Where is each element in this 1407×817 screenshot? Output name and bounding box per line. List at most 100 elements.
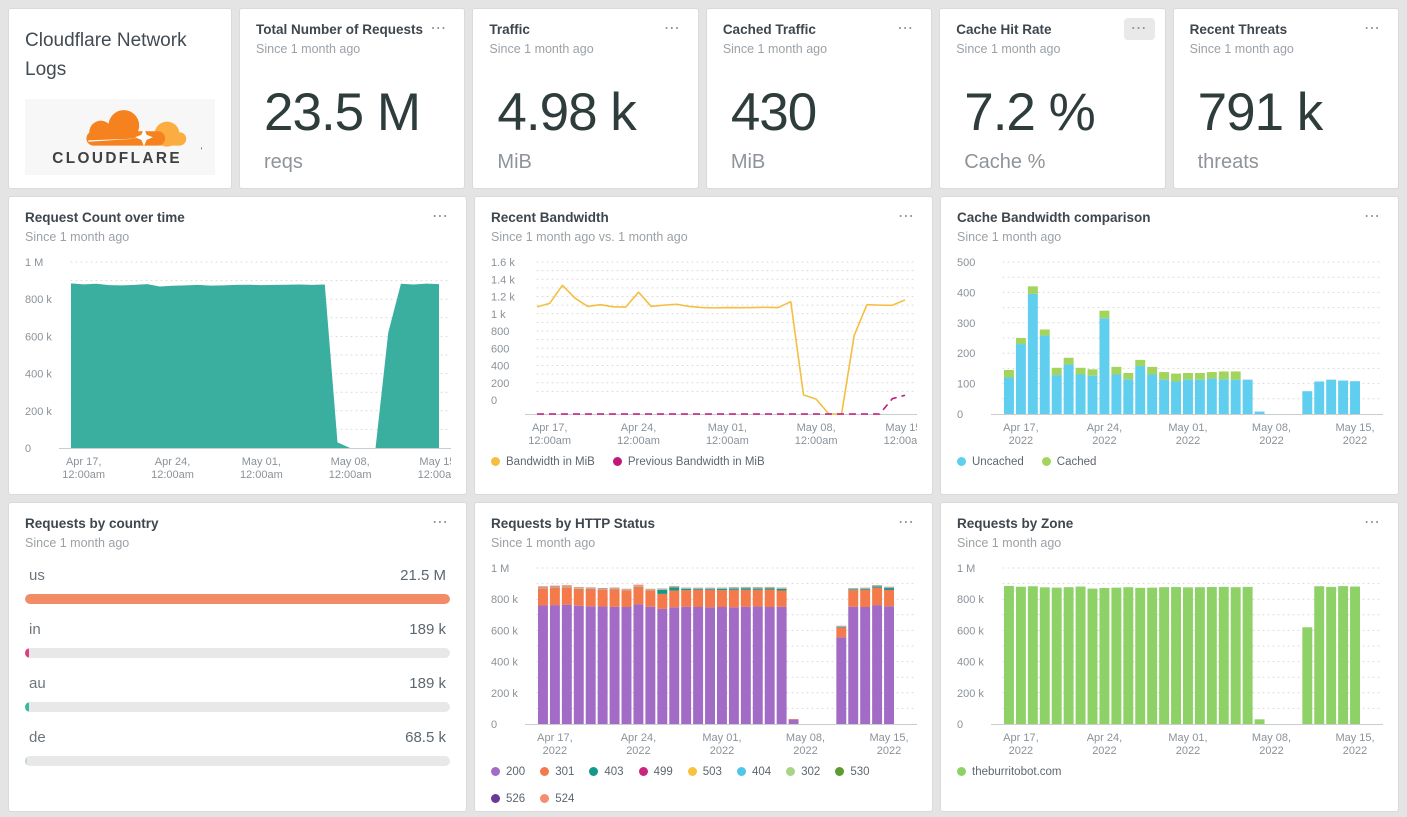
panel-title: Cache Bandwidth comparison bbox=[957, 209, 1151, 225]
svg-text:200 k: 200 k bbox=[491, 688, 518, 700]
legend-dot bbox=[638, 767, 648, 777]
panel-title: Request Count over time bbox=[25, 209, 185, 225]
svg-text:1.2 k: 1.2 k bbox=[491, 291, 515, 303]
logo-wordmark: CLOUDFLARE bbox=[52, 150, 182, 167]
svg-text:1 M: 1 M bbox=[25, 257, 43, 269]
cache-bandwidth-bar-chart: 0 100 200 300 400 500 Apr 17, 2022 Apr 24, 2022 Ma… bbox=[957, 257, 1383, 447]
legend-item[interactable]: Bandwidth in MiB bbox=[491, 456, 595, 468]
legend-item[interactable]: 301 bbox=[540, 766, 574, 778]
legend-item[interactable]: 530 bbox=[835, 766, 870, 778]
country-bar-fill bbox=[25, 701, 29, 712]
svg-text:1 k: 1 k bbox=[491, 309, 506, 321]
svg-text:800 k: 800 k bbox=[491, 594, 518, 606]
legend-dot bbox=[491, 794, 500, 804]
dashboard-title: Cloudflare Network Logs bbox=[25, 30, 187, 81]
panel-title: Cache Hit Rate bbox=[956, 22, 1052, 37]
svg-text:Apr 17,2022: Apr 17, 2022 bbox=[537, 732, 572, 757]
svg-text:200 k: 200 k bbox=[957, 688, 984, 700]
legend-item[interactable]: 526 bbox=[491, 793, 525, 805]
country-label: de bbox=[29, 728, 46, 746]
legend-label: Uncached bbox=[972, 455, 1024, 468]
legend-label: 526 bbox=[506, 792, 526, 805]
svg-text:May 15,12:00am: May 15,12:00am bbox=[418, 456, 451, 481]
legend-item[interactable]: Previous Bandwidth in MiB bbox=[612, 456, 765, 468]
panel-menu-button[interactable]: ⋯ bbox=[898, 513, 915, 531]
stat-unit: reqs bbox=[264, 150, 303, 173]
panel-subtitle: Since 1 month ago bbox=[722, 41, 828, 56]
country-bar-track bbox=[25, 647, 450, 658]
svg-text:200: 200 bbox=[491, 378, 509, 390]
request-count-area-chart: 0 200 k 400 k 600 k 800 k 1 M Apr 17, 12:00am Ap… bbox=[25, 257, 451, 481]
svg-text:600 k: 600 k bbox=[957, 625, 984, 637]
svg-text:600: 600 bbox=[491, 343, 509, 355]
panel-menu-button[interactable]: ⋯ bbox=[897, 20, 915, 37]
stat-value: 4.98 k bbox=[497, 82, 636, 142]
legend-dot bbox=[957, 457, 966, 467]
panel-title: Recent Threats bbox=[1189, 22, 1288, 37]
legend-dot bbox=[540, 767, 550, 777]
country-row-us: us 21.5 M bbox=[25, 567, 450, 604]
svg-text:400: 400 bbox=[957, 287, 975, 299]
panel-menu-button[interactable]: ⋯ bbox=[1123, 18, 1155, 40]
legend-item[interactable]: Uncached bbox=[957, 456, 1024, 468]
country-bar-fill bbox=[25, 593, 450, 604]
panel-cache-hit-rate: Cache Hit Rate Since 1 month ago ⋯ 7.2 %… bbox=[939, 8, 1166, 189]
legend-dot bbox=[491, 767, 500, 777]
legend-label: 404 bbox=[751, 765, 772, 778]
legend-item[interactable]: Cached bbox=[1041, 456, 1096, 468]
panel-menu-button[interactable]: ⋯ bbox=[1364, 207, 1381, 225]
legend-label: 302 bbox=[801, 765, 821, 778]
logo-mark: ' bbox=[201, 145, 203, 155]
svg-text:0: 0 bbox=[957, 719, 963, 731]
stat-unit: MiB bbox=[497, 150, 532, 173]
legend-item[interactable]: 499 bbox=[638, 765, 673, 778]
panel-recent-bandwidth: Recent Bandwidth Since 1 month ago vs. 1… bbox=[474, 195, 933, 495]
legend-item[interactable]: 404 bbox=[736, 765, 772, 778]
legend-label: 499 bbox=[653, 765, 673, 778]
country-label: au bbox=[29, 674, 46, 692]
legend-item[interactable]: 524 bbox=[540, 793, 574, 805]
svg-text:Apr 24,12:00am: Apr 24, 12:00am bbox=[617, 422, 660, 447]
panel-menu-button[interactable]: ⋯ bbox=[430, 20, 448, 37]
legend-dot bbox=[491, 457, 500, 467]
svg-text:1.4 k: 1.4 k bbox=[491, 274, 515, 286]
svg-text:Apr 24,12:00am: Apr 24, 12:00am bbox=[151, 456, 194, 481]
stat-value: 430 bbox=[730, 82, 817, 142]
svg-text:May 01,2022: May 01, 2022 bbox=[702, 732, 741, 757]
legend-item[interactable]: theburritobot.com bbox=[957, 766, 1062, 778]
panel-menu-button[interactable]: ⋯ bbox=[1364, 513, 1381, 531]
legend-dot bbox=[1041, 457, 1051, 467]
legend-label: 200 bbox=[506, 765, 526, 778]
panel-menu-button[interactable]: ⋯ bbox=[663, 20, 681, 37]
country-label: in bbox=[29, 620, 41, 638]
panel-subtitle: Since 1 month ago bbox=[491, 535, 596, 550]
svg-text:Apr 17,12:00am: Apr 17, 12:00am bbox=[528, 422, 571, 447]
panel-menu-button[interactable]: ⋯ bbox=[1364, 20, 1382, 37]
legend-item[interactable]: 200 bbox=[491, 766, 525, 778]
panel-menu-button[interactable]: ⋯ bbox=[898, 207, 915, 225]
legend-label: theburritobot.com bbox=[972, 765, 1062, 778]
zone-legend: theburritobot.com bbox=[957, 766, 1382, 778]
panel-subtitle: Since 1 month ago vs. 1 month ago bbox=[491, 229, 688, 244]
panel-total-requests: Total Number of Requests Since 1 month a… bbox=[239, 8, 466, 189]
panel-menu-button[interactable]: ⋯ bbox=[432, 513, 449, 531]
svg-text:May 08,2022: May 08, 2022 bbox=[1252, 422, 1291, 447]
svg-text:400 k: 400 k bbox=[25, 368, 52, 380]
svg-text:800 k: 800 k bbox=[957, 594, 984, 606]
cloudflare-logo: CLOUDFLARE ' bbox=[25, 98, 215, 175]
svg-text:May 01,12:00am: May 01, 12:00am bbox=[240, 456, 283, 481]
panel-menu-button[interactable]: ⋯ bbox=[432, 207, 449, 225]
recent-bandwidth-line-chart: 0 200 400 600 800 1 k 1.2 k 1.4 k 1.6 k Apr 17, 12… bbox=[491, 257, 917, 447]
country-bar-fill bbox=[25, 755, 27, 766]
country-row-de: de 68.5 k bbox=[25, 729, 450, 766]
cache-bandwidth-legend: Uncached Cached bbox=[957, 456, 1382, 468]
svg-text:400 k: 400 k bbox=[957, 656, 984, 668]
legend-item[interactable]: 302 bbox=[786, 766, 820, 778]
panel-requests-by-zone: Requests by Zone Since 1 month ago ⋯ 0 20… bbox=[940, 501, 1399, 812]
legend-item[interactable]: 403 bbox=[589, 766, 624, 778]
country-row-in: in 189 k bbox=[25, 621, 450, 658]
svg-text:600 k: 600 k bbox=[25, 331, 52, 343]
legend-dot bbox=[786, 767, 796, 777]
legend-item[interactable]: 503 bbox=[687, 766, 722, 778]
